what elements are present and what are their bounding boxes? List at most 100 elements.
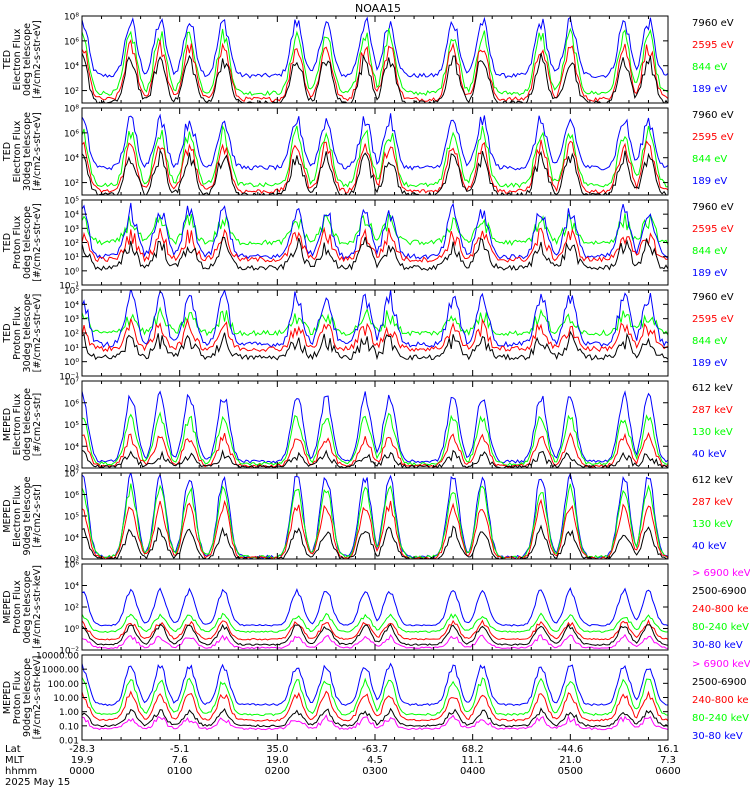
- legend-entry: 7960 eV: [692, 110, 734, 121]
- y-axis-label: 90deg telescope: [22, 476, 33, 555]
- legend-entry: 287 keV: [692, 497, 733, 508]
- legend-entry: 2595 eV: [692, 40, 734, 51]
- y-tick-label: 10⁴: [64, 534, 79, 544]
- series-group: [82, 390, 668, 468]
- y-axis-label: [#/cm2-s-str-eV]: [32, 112, 43, 191]
- y-tick-label: 10²: [64, 179, 79, 189]
- series-line: [82, 139, 668, 194]
- y-tick-label: 10¹: [64, 253, 79, 263]
- series-line: [82, 587, 668, 627]
- y-tick-label: 0.01: [59, 737, 79, 747]
- y-axis-label: Proton Flux: [12, 306, 23, 360]
- series-line: [82, 677, 668, 717]
- legend-entry: 2500-6900: [692, 586, 747, 597]
- panel-meped-e-0: 10³ 10⁴ 10⁵ 10⁶ 10⁷ MEPED Electron Flux 0deg te…: [2, 378, 733, 475]
- plot-frame: [81, 380, 669, 469]
- series-line: [82, 619, 668, 641]
- series-line: [82, 662, 668, 707]
- y-tick-label: 10⁴: [64, 154, 79, 164]
- series-line: [82, 236, 668, 271]
- x-tick-label-lat: -44.6: [557, 744, 583, 755]
- y-axis-label: [#/cm2-s-str]: [32, 393, 43, 456]
- legend-entry: 7960 eV: [692, 18, 734, 29]
- y-tick-label: 10³: [64, 465, 79, 475]
- x-tick-label-mlt: 19.0: [266, 755, 288, 766]
- legend-entry: 2500-6900: [692, 677, 747, 688]
- x-tick-label-hhmm: 0300: [362, 766, 387, 777]
- y-tick-label: 10³: [64, 315, 79, 325]
- y-tick-label: 10¹: [64, 344, 79, 354]
- y-tick-label: 0.10: [59, 722, 79, 732]
- series-line: [82, 612, 668, 633]
- x-tick-label-mlt: 4.5: [367, 755, 383, 766]
- y-axis-label: [#/cm2-s-str]: [32, 484, 43, 547]
- legend-entry: 2595 eV: [692, 132, 734, 143]
- y-axis-label: Electron Flux: [12, 485, 23, 547]
- y-axis-label: [#/cm2-s-str-keV]: [32, 565, 43, 649]
- legend-entry: 2595 eV: [692, 314, 734, 325]
- legend-entry: 80-240 keV: [692, 622, 749, 633]
- legend-entry: 80-240 keV: [692, 713, 749, 724]
- legend-entry: > 6900 keV: [692, 659, 750, 670]
- x-row-label-mlt: MLT: [5, 755, 25, 766]
- x-tick-label-hhmm: 0100: [167, 766, 192, 777]
- y-axis-label: [#/cm2-s-str-eV]: [32, 294, 43, 373]
- x-tick-label-lat: -63.7: [362, 744, 388, 755]
- y-tick-label: 1000.00: [42, 666, 79, 676]
- y-tick-label: 10²: [64, 604, 79, 614]
- series-line: [82, 483, 668, 559]
- y-axis-label: TED: [2, 323, 13, 343]
- y-tick-label: 10.00: [53, 694, 79, 704]
- y-tick-label: 10⁵: [64, 513, 79, 523]
- series-group: [82, 202, 668, 271]
- y-axis-label: [#/cm2-s-str-keV]: [32, 656, 43, 740]
- x-tick-label-lat: 35.0: [266, 744, 288, 755]
- y-axis-label: 90deg telescope: [22, 658, 33, 737]
- series-line: [82, 52, 668, 103]
- y-tick-label: 10⁶: [64, 561, 79, 571]
- y-axis-label: 30deg telescope: [22, 112, 33, 191]
- y-axis-label: MEPED: [2, 499, 13, 532]
- x-tick-label-hhmm: 0200: [265, 766, 290, 777]
- x-tick-label-hhmm: 0500: [558, 766, 583, 777]
- y-tick-label: 10²: [64, 330, 79, 340]
- legend-entry: 130 keV: [692, 427, 733, 438]
- y-tick-label: 10⁰: [64, 358, 79, 368]
- y-tick-label: 10000.00: [36, 652, 79, 662]
- y-tick-label: 100.00: [48, 680, 80, 690]
- y-axis-label: Electron Flux: [12, 28, 23, 90]
- y-tick-label: 10⁴: [64, 62, 79, 72]
- legend-entry: 240-800 ke: [692, 604, 749, 615]
- x-tick-label-lat: -5.1: [170, 744, 190, 755]
- y-tick-label: 10⁵: [64, 197, 79, 207]
- y-tick-label: 10⁴: [64, 443, 79, 453]
- x-row-label-lat: Lat: [5, 744, 21, 755]
- series-line: [82, 431, 668, 468]
- series-line: [82, 690, 668, 722]
- panel-ted-e-0: 10² 10⁴ 10⁶ 10⁸ TED Electron Flux 0deg telesco…: [2, 13, 734, 104]
- x-tick-label-lat: -28.3: [69, 744, 95, 755]
- y-tick-label: 10⁰: [64, 625, 79, 635]
- legend-entry: 30-80 keV: [692, 731, 743, 742]
- y-axis-label: MEPED: [2, 408, 13, 441]
- legend-entry: 189 eV: [692, 176, 727, 187]
- panel-meped-p-90: 0.01 0.10 1.00 10.00 100.00 1000.00 10000.00 ME…: [2, 652, 750, 747]
- series-group: [82, 16, 668, 103]
- legend-entry: 30-80 keV: [692, 640, 743, 651]
- y-tick-label: 10⁻¹: [59, 282, 79, 292]
- y-tick-label: 1.00: [59, 708, 79, 718]
- y-axis-label: 0deg telescope: [22, 388, 33, 461]
- y-axis-label: Proton Flux: [12, 670, 23, 724]
- legend-entry: 40 keV: [692, 541, 726, 552]
- series-line: [82, 213, 668, 246]
- y-axis-label: TED: [2, 50, 13, 70]
- legend-entry: 844 eV: [692, 62, 727, 73]
- y-tick-label: 10³: [64, 556, 79, 566]
- series-line: [82, 27, 668, 97]
- date-label: 2025 May 15: [5, 777, 70, 788]
- y-tick-label: 10⁸: [64, 13, 79, 23]
- panel-ted-e-30: 10² 10⁴ 10⁶ 10⁸ TED Electron Flux 30deg telesc…: [2, 105, 734, 196]
- y-tick-label: 10²: [64, 239, 79, 249]
- y-axis-label: Proton Flux: [12, 215, 23, 269]
